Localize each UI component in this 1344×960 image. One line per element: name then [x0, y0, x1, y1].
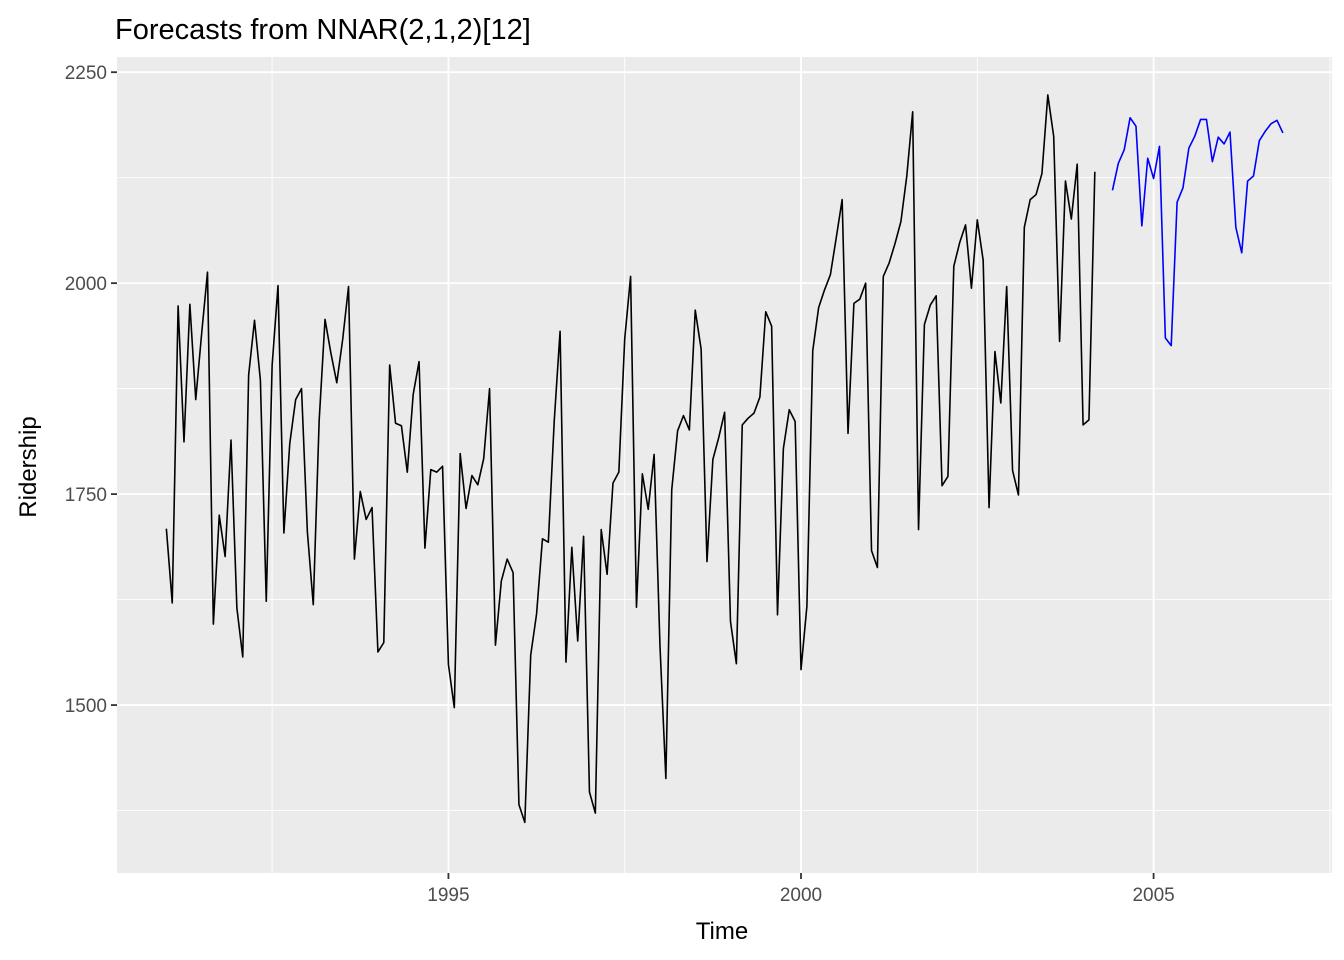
minor-gridlines [117, 57, 1332, 873]
x-axis: 1995 2000 2005 [427, 873, 1175, 906]
y-tick-label: 2000 [65, 274, 107, 295]
y-axis: 1500 1750 2000 2250 [65, 63, 117, 717]
x-axis-title: Time [696, 918, 748, 945]
plot-panel [117, 57, 1332, 873]
y-tick-label: 2250 [65, 63, 107, 84]
forecast-series-line [1111, 116, 1284, 347]
major-gridlines [117, 57, 1332, 873]
y-tick-label: 1750 [65, 485, 107, 506]
chart-title: Forecasts from NNAR(2,1,2)[12] [115, 14, 531, 46]
x-tick-label: 2005 [1132, 885, 1174, 906]
y-tick-label: 1500 [65, 696, 107, 717]
x-tick-label: 2000 [780, 885, 822, 906]
observed-series-line [165, 94, 1096, 824]
y-axis-title: Ridership [15, 416, 42, 517]
series-layer [165, 94, 1284, 824]
x-tick-label: 1995 [427, 885, 469, 906]
